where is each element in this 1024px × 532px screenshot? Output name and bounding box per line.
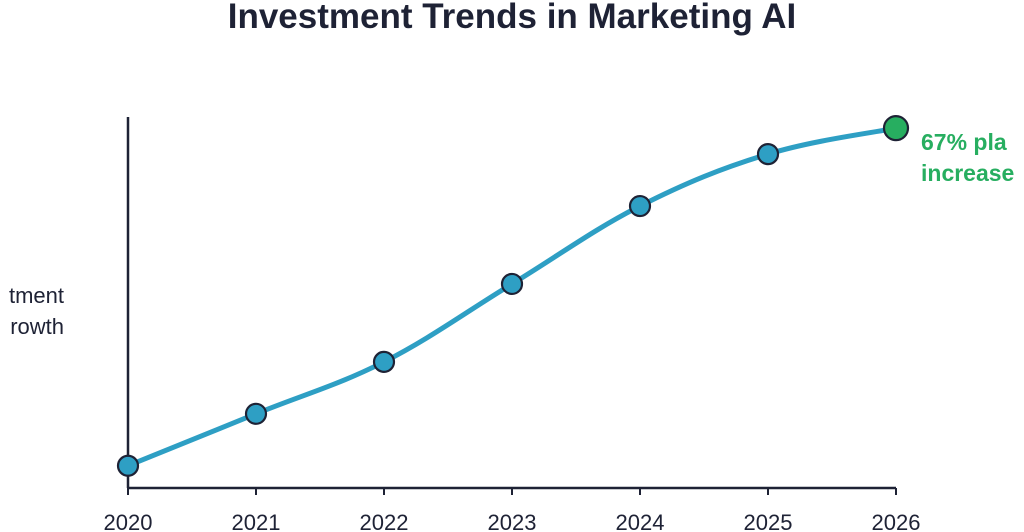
x-tick-label: 2023 [488, 510, 537, 532]
annotation-line-1: 67% pla [921, 129, 1007, 155]
y-axis-label: tment rowth [9, 283, 64, 339]
data-point [372, 350, 396, 373]
annotation: 67% pla increase [921, 129, 1014, 186]
x-axis-tick-labels: 2020 2021 2022 2023 2024 2025 2026 [104, 510, 921, 532]
x-axis-ticks [127, 488, 897, 495]
data-point [500, 272, 524, 296]
x-tick-label: 2024 [616, 510, 665, 532]
annotation-line-2: increase [921, 160, 1014, 186]
x-tick-label: 2020 [104, 510, 153, 532]
x-tick-label: 2026 [872, 510, 921, 532]
data-point [116, 454, 140, 477]
series-line [125, 125, 899, 469]
series-points [116, 115, 910, 477]
y-axis-label-line-1: tment [9, 283, 64, 308]
y-axis-label-line-2: rowth [10, 314, 64, 339]
x-tick-label: 2021 [232, 510, 281, 532]
x-tick-label: 2022 [360, 510, 409, 532]
data-point [756, 143, 780, 166]
data-point [244, 402, 268, 425]
x-tick-label: 2025 [744, 510, 793, 532]
data-point [628, 194, 652, 218]
chart-title: Investment Trends in Marketing AI [227, 0, 797, 36]
highlight-point [882, 115, 910, 142]
